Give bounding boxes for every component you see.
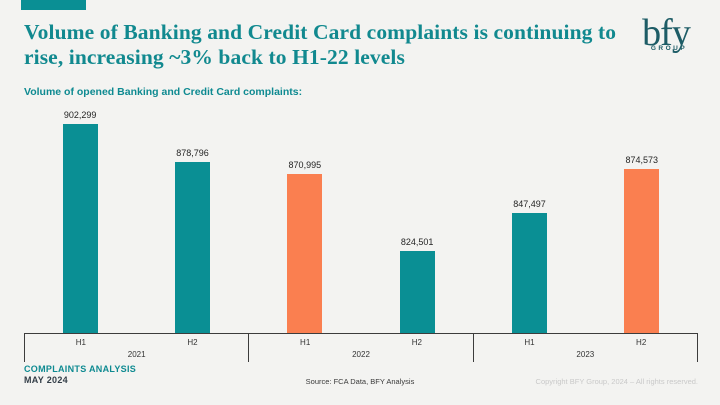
bar-h1-2021 [62,124,98,333]
axis-year-label: 2022 [352,350,370,359]
axis-tick-label: H1 [524,338,535,347]
bar-column-h1-2022: 870,995 [249,110,361,333]
bar-h2-2022 [399,251,435,333]
bar-h2-2021 [174,161,210,333]
bar-h1-2022 [287,174,323,333]
footer-date: MAY 2024 [24,375,68,386]
bar-column-h2-2021: 878,796 [136,110,248,333]
bar-column-h1-2023: 847,497 [473,110,585,333]
chart-title: Volume of opened Banking and Credit Card… [24,86,303,98]
logo-wordmark: bfy [642,12,691,54]
footer-analysis-label: COMPLAINTS ANALYSIS [24,364,137,374]
axis-tick-label: H2 [636,338,647,347]
bfy-group-logo: bfy GROUP [634,14,698,52]
axis-tick-label: H2 [187,338,198,347]
slide-title: Volume of Banking and Credit Card compla… [24,20,617,70]
data-label: 870,995 [288,160,322,171]
logo-subtext: GROUP [650,45,688,52]
data-label: 874,573 [625,154,659,165]
bar-column-h1-2021: 902,299 [24,110,136,333]
footer-left: COMPLAINTS ANALYSIS MAY 2024 [24,364,136,387]
bar-column-h2-2023: 874,573 [586,110,698,333]
data-label: 824,501 [400,237,434,248]
axis-year-label: 2023 [576,350,595,359]
footer-source: Source: FCA Data, BFY Analysis [305,377,415,386]
bar-h1-2023 [511,213,547,333]
top-accent-bar [21,0,86,10]
bar-chart: 902,299 878,796 870,995 824,501 847,497 … [24,110,698,333]
footer-copyright: Copyright BFY Group, 2024 – All rights r… [535,377,698,386]
axis-group-2021: H1 H2 2021 [24,334,250,362]
data-label: 878,796 [176,147,209,158]
axis-tick-label: H2 [411,338,422,347]
axis-tick-label: H1 [300,338,311,347]
axis-group-2023: H1 H2 2023 [474,334,698,362]
axis-year-label: 2021 [127,350,146,359]
data-label: 902,299 [63,110,97,120]
data-label: 847,497 [513,199,546,210]
axis-group-2022: H1 H2 2022 [249,334,474,362]
x-axis: H1 H2 2021 H1 H2 2022 H1 H2 2023 [24,333,698,362]
bar-column-h2-2022: 824,501 [361,110,473,333]
bar-h2-2023 [624,168,660,333]
axis-tick-label: H1 [75,338,86,347]
